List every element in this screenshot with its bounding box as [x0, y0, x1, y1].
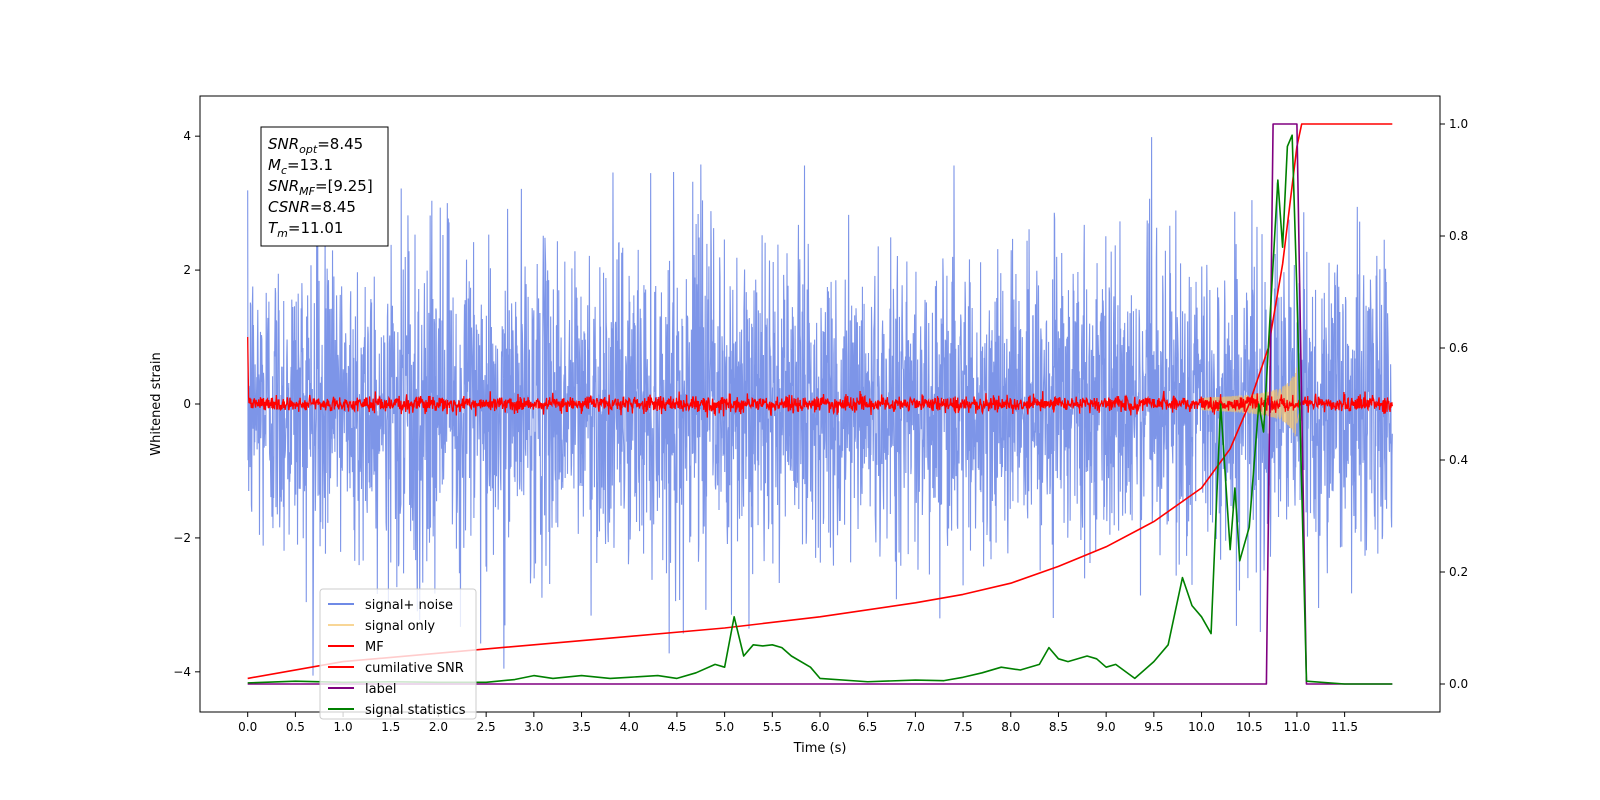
series-cumulative-snr	[247, 123, 1393, 680]
y-axis-left-ticks: −4 −2 0 2 4	[173, 129, 200, 679]
x-tick-label: 10.0	[1188, 720, 1215, 734]
y-left-tick-label: −4	[173, 665, 191, 679]
legend-label: signal only	[365, 619, 435, 634]
x-tick-label: 11.0	[1284, 720, 1311, 734]
x-tick-label: 4.5	[667, 720, 686, 734]
y-right-tick-label: 0.2	[1449, 565, 1468, 579]
x-tick-label: 8.0	[1001, 720, 1020, 734]
x-tick-label: 1.5	[381, 720, 400, 734]
y-left-tick-label: −2	[173, 531, 191, 545]
info-subscript: MF	[299, 185, 315, 198]
y-right-tick-label: 0.8	[1449, 229, 1468, 243]
info-subscript: c	[281, 164, 287, 177]
x-tick-label: 9.5	[1144, 720, 1163, 734]
legend-frame	[319, 588, 477, 720]
x-tick-label: 2.5	[477, 720, 496, 734]
info-box: SNRopt=8.45Mc=13.1SNRMF=[9.25]CSNR=8.45T…	[260, 126, 389, 247]
legend-label: cumilative SNR	[365, 661, 464, 676]
legend-label: MF	[365, 640, 384, 655]
y-right-tick-label: 1.0	[1449, 117, 1468, 131]
info-subscript: opt	[299, 143, 318, 156]
y-right-tick-label: 0.4	[1449, 453, 1468, 467]
x-tick-label: 7.5	[954, 720, 973, 734]
info-value: =8.45	[317, 135, 363, 153]
x-tick-label: 11.5	[1331, 720, 1358, 734]
x-tick-label: 3.0	[524, 720, 543, 734]
x-tick-label: 10.5	[1236, 720, 1263, 734]
info-box-line: SNRMF=[9.25]	[268, 177, 373, 198]
x-tick-label: 7.0	[906, 720, 925, 734]
y-right-tick-label: 0.6	[1449, 341, 1468, 355]
info-box-line: SNRopt=8.45	[268, 135, 363, 156]
info-symbol: CSNR	[268, 198, 310, 216]
x-tick-label: 5.5	[763, 720, 782, 734]
x-tick-label: 0.0	[238, 720, 257, 734]
x-tick-label: 5.0	[715, 720, 734, 734]
y-left-tick-label: 0	[183, 397, 191, 411]
info-box-frame	[260, 126, 389, 247]
info-value: =13.1	[287, 156, 333, 174]
y-left-tick-label: 2	[183, 263, 191, 277]
series-signal-statistics	[247, 134, 1393, 685]
series-signal-only	[1201, 367, 1303, 437]
x-axis-ticks: 0.0 0.5 1.0 1.5 2.0 2.5 3.0 3.5 4.0 4.5 5.0 5.5 6.0 6…	[238, 712, 1358, 734]
x-tick-label: 2.0	[429, 720, 448, 734]
x-tick-label: 6.0	[810, 720, 829, 734]
y-axis-right-ticks: 0.0 0.2 0.4 0.6 0.8 1.0	[1440, 117, 1468, 691]
legend-label: label	[365, 682, 396, 697]
x-tick-label: 4.0	[620, 720, 639, 734]
legend: signal+ noise signal only MF cumilative SNR…	[319, 588, 477, 720]
x-tick-label: 1.0	[334, 720, 353, 734]
info-value: =11.01	[288, 219, 344, 237]
x-tick-label: 9.0	[1097, 720, 1116, 734]
x-tick-label: 3.5	[572, 720, 591, 734]
series-label	[247, 123, 1393, 685]
y-right-tick-label: 0.0	[1449, 677, 1468, 691]
series-mf	[247, 337, 1393, 418]
info-subscript: m	[277, 227, 288, 240]
x-axis-label: Time (s)	[793, 741, 847, 756]
info-value: =8.45	[310, 198, 356, 216]
info-box-line: Tm=11.01	[268, 219, 343, 240]
y-axis-label: Whitened strain	[149, 352, 164, 455]
series-signal-plus-noise	[247, 137, 1393, 676]
info-symbol: SNR	[268, 177, 299, 195]
legend-label: signal statistics	[365, 703, 466, 718]
plot-layer	[247, 123, 1393, 685]
info-box-line: Mc=13.1	[268, 156, 333, 177]
info-symbol: M	[268, 156, 281, 174]
info-box-line: CSNR=8.45	[268, 198, 356, 216]
info-symbol: SNR	[268, 135, 299, 153]
legend-label: signal+ noise	[365, 598, 453, 613]
x-tick-label: 6.5	[858, 720, 877, 734]
x-tick-label: 8.5	[1049, 720, 1068, 734]
y-left-tick-label: 4	[183, 129, 191, 143]
info-value: =[9.25]	[315, 177, 373, 195]
info-symbol: T	[268, 219, 279, 237]
x-tick-label: 0.5	[286, 720, 305, 734]
